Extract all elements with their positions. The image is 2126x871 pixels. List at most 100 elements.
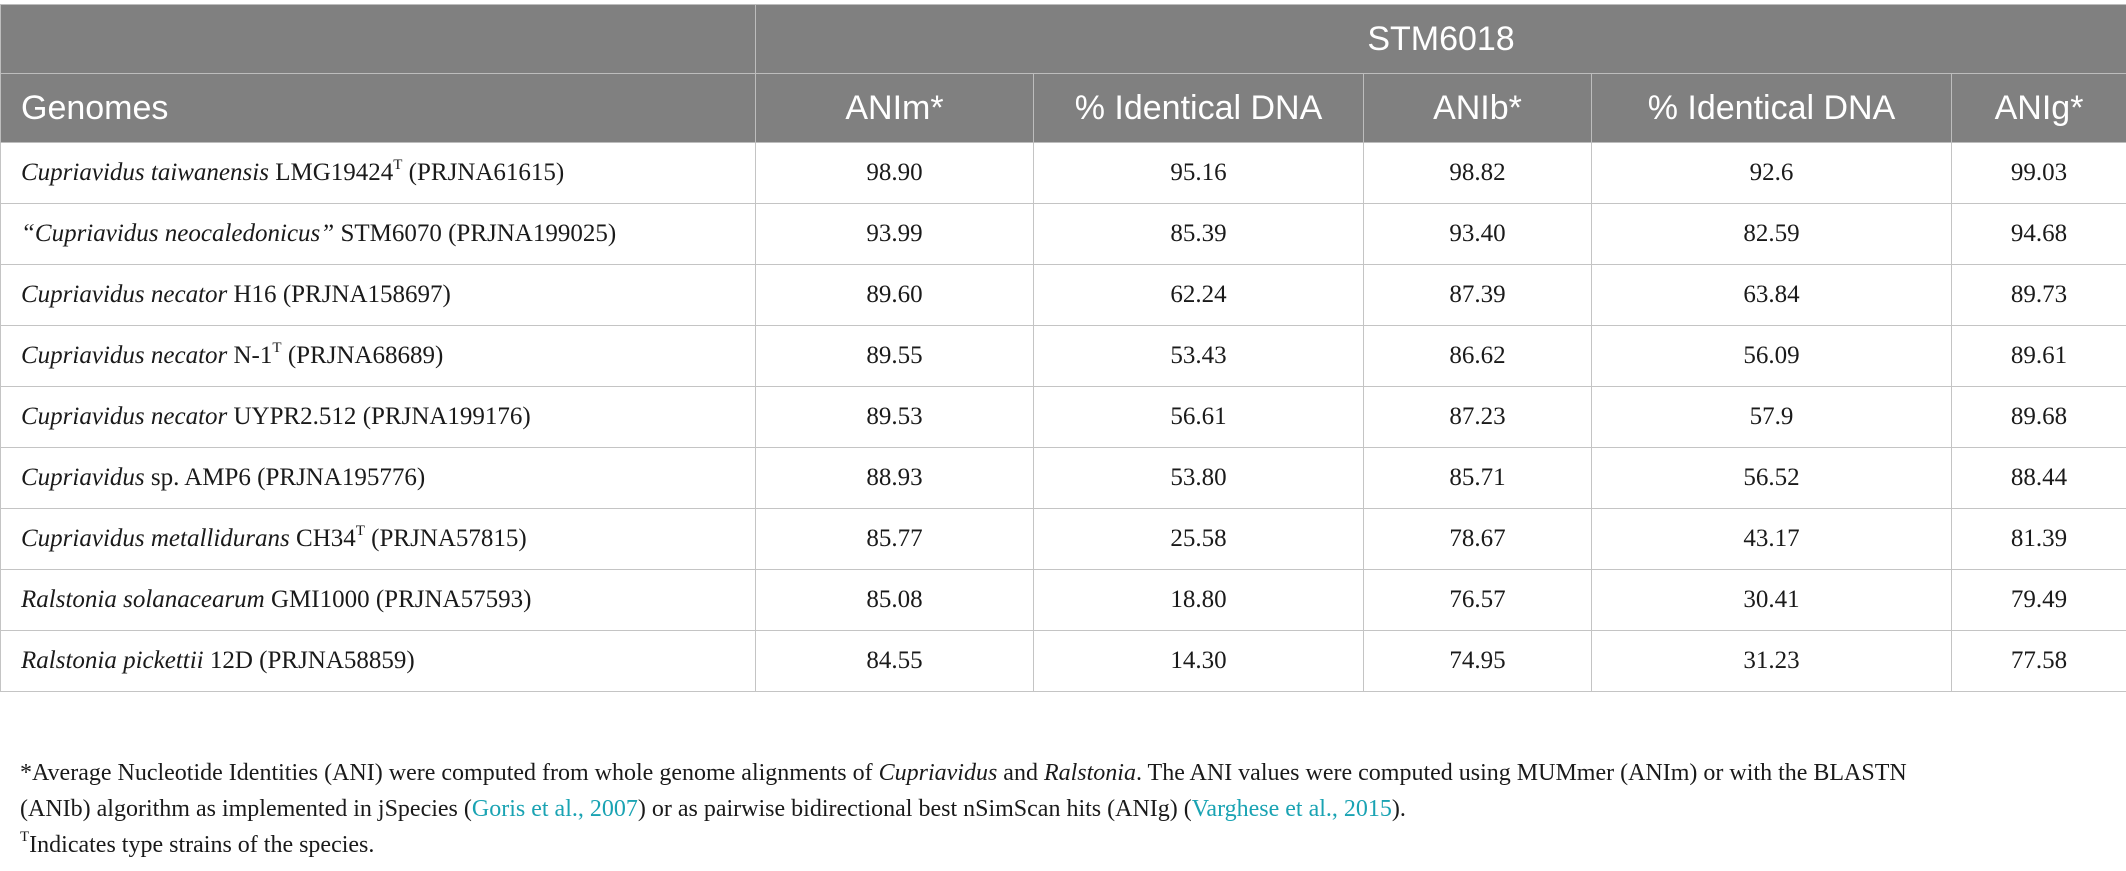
identical-dna-b-value: 43.17: [1591, 508, 1952, 570]
anib-value: 76.57: [1363, 569, 1592, 631]
anig-value: 89.68: [1950, 386, 2126, 448]
anib-value: 74.95: [1363, 630, 1592, 692]
identical-dna-m-value: 95.16: [1033, 142, 1364, 204]
genome-name-cell: Ralstonia pickettii 12D (PRJNA58859): [0, 630, 756, 692]
column-header-anig: ANIg*: [1950, 73, 2126, 143]
identical-dna-b-value: 56.52: [1591, 447, 1952, 509]
table-row: Ralstonia pickettii 12D (PRJNA58859) 84.5…: [0, 630, 2126, 692]
type-strain-marker: T: [272, 340, 282, 356]
anig-value: 94.68: [1950, 203, 2126, 265]
identical-dna-m-value: 85.39: [1033, 203, 1364, 265]
anib-value: 98.82: [1363, 142, 1592, 204]
type-strain-marker: T: [355, 523, 365, 539]
genome-strain: N-1: [227, 342, 273, 369]
column-header-anib: ANIb*: [1363, 73, 1592, 143]
genome-species-name: Cupriavidus metallidurans: [21, 525, 290, 552]
identical-dna-m-value: 25.58: [1033, 508, 1364, 570]
anim-value: 85.08: [755, 569, 1034, 631]
genome-project-id: (PRJNA57593): [369, 586, 532, 613]
genome-species-name: Cupriavidus necator: [21, 281, 228, 308]
genome-project-id: (PRJNA61615): [402, 159, 565, 186]
genome-strain: sp. AMP6: [144, 464, 251, 491]
table-row: Cupriavidus necator UYPR2.512 (PRJNA1991…: [0, 386, 2126, 448]
genome-species-name: Ralstonia pickettii: [21, 647, 204, 674]
table-row: Cupriavidus necator N-1T (PRJNA68689) 89.…: [0, 325, 2126, 387]
footnote-line-3: TIndicates type strains of the species.: [20, 829, 375, 859]
table-container: STM6018 Genomes ANIm* % Identical DNA AN…: [0, 4, 2126, 692]
anig-value: 99.03: [1950, 142, 2126, 204]
ani-table: STM6018 Genomes ANIm* % Identical DNA AN…: [0, 4, 2126, 692]
table-row: Cupriavidus metallidurans CH34T (PRJNA57…: [0, 508, 2126, 570]
table-row: Ralstonia solanacearum GMI1000 (PRJNA575…: [0, 569, 2126, 631]
header-group-row: STM6018: [0, 4, 2126, 74]
footnote-text: and: [997, 760, 1044, 786]
anim-value: 85.77: [755, 508, 1034, 570]
genome-name-cell: Cupriavidus taiwanensis LMG19424T (PRJNA…: [0, 142, 756, 204]
footnote-text: ) or as pairwise bidirectional best nSim…: [637, 796, 1192, 822]
anib-value: 87.23: [1363, 386, 1592, 448]
footnote-genus-ralstonia: Ralstonia: [1043, 760, 1136, 786]
genome-project-id: (PRJNA199025): [441, 220, 617, 247]
footnote-text: *Average Nucleotide Identities (ANI) wer…: [20, 760, 879, 786]
reference-link-goris[interactable]: Goris et al., 2007: [471, 796, 638, 822]
identical-dna-b-value: 56.09: [1591, 325, 1952, 387]
genome-name-cell: Cupriavidus metallidurans CH34T (PRJNA57…: [0, 508, 756, 570]
identical-dna-m-value: 56.61: [1033, 386, 1364, 448]
type-strain-marker: T: [20, 829, 30, 845]
type-strain-marker: T: [393, 157, 403, 173]
identical-dna-b-value: 57.9: [1591, 386, 1952, 448]
genome-project-id: (PRJNA195776): [250, 464, 426, 491]
reference-link-varghese[interactable]: Varghese et al., 2015: [1191, 796, 1392, 822]
anim-value: 89.53: [755, 386, 1034, 448]
strain-group-header: STM6018: [754, 4, 2126, 74]
identical-dna-b-value: 30.41: [1591, 569, 1952, 631]
table-body: Cupriavidus taiwanensis LMG19424T (PRJNA…: [0, 142, 2126, 692]
table-row: Cupriavidus taiwanensis LMG19424T (PRJNA…: [0, 142, 2126, 204]
anig-value: 81.39: [1950, 508, 2126, 570]
anig-value: 77.58: [1950, 630, 2126, 692]
anim-value: 88.93: [755, 447, 1034, 509]
anig-value: 79.49: [1950, 569, 2126, 631]
footnote-text: ).: [1391, 796, 1406, 822]
genome-project-id: (PRJNA199176): [356, 403, 531, 430]
footnote-line-2: (ANIb) algorithm as implemented in jSpec…: [20, 796, 1406, 823]
genome-name-cell: Cupriavidus necator H16 (PRJNA158697): [0, 264, 756, 326]
genome-strain: CH34: [289, 525, 356, 552]
footnote-text: . The ANI values were computed using MUM…: [1135, 760, 1907, 786]
genome-strain: H16: [227, 281, 277, 308]
identical-dna-m-value: 53.80: [1033, 447, 1364, 509]
identical-dna-b-value: 92.6: [1591, 142, 1952, 204]
identical-dna-b-value: 31.23: [1591, 630, 1952, 692]
genome-name-cell: Cupriavidus necator N-1T (PRJNA68689): [0, 325, 756, 387]
genome-species-name: Cupriavidus: [21, 464, 145, 491]
genome-species-name: Cupriavidus taiwanensis: [21, 159, 269, 186]
identical-dna-b-value: 82.59: [1591, 203, 1952, 265]
footnote-genus-cupriavidus: Cupriavidus: [878, 760, 998, 786]
genome-species-name: Cupriavidus necator: [21, 403, 228, 430]
table-row: Cupriavidus necator H16 (PRJNA158697) 89.…: [0, 264, 2126, 326]
genome-strain: GMI1000: [264, 586, 370, 613]
genome-strain: STM6070: [334, 220, 442, 247]
genome-strain: UYPR2.512: [227, 403, 357, 430]
genome-name-cell: “Cupriavidus neocaledonicus” STM6070 (PR…: [0, 203, 756, 265]
identical-dna-b-value: 63.84: [1591, 264, 1952, 326]
genome-project-id: (PRJNA68689): [281, 342, 444, 369]
genome-name-cell: Cupriavidus sp. AMP6 (PRJNA195776): [0, 447, 756, 509]
footnote-line-1: *Average Nucleotide Identities (ANI) wer…: [20, 760, 1907, 787]
footnote-text: Indicates type strains of the species.: [29, 832, 375, 858]
genome-name-cell: Cupriavidus necator UYPR2.512 (PRJNA1991…: [0, 386, 756, 448]
anim-value: 98.90: [755, 142, 1034, 204]
identical-dna-m-value: 62.24: [1033, 264, 1364, 326]
anim-value: 89.60: [755, 264, 1034, 326]
identical-dna-m-value: 18.80: [1033, 569, 1364, 631]
anib-value: 86.62: [1363, 325, 1592, 387]
anig-value: 89.61: [1950, 325, 2126, 387]
genome-strain: LMG19424: [268, 159, 394, 186]
genome-strain: 12D: [203, 647, 253, 674]
column-header-identical-dna-m: % Identical DNA: [1033, 73, 1364, 143]
identical-dna-m-value: 53.43: [1033, 325, 1364, 387]
header-blank-cell: [0, 4, 756, 74]
column-header-identical-dna-b: % Identical DNA: [1591, 73, 1952, 143]
anig-value: 88.44: [1950, 447, 2126, 509]
genome-species-name: Cupriavidus necator: [21, 342, 228, 369]
